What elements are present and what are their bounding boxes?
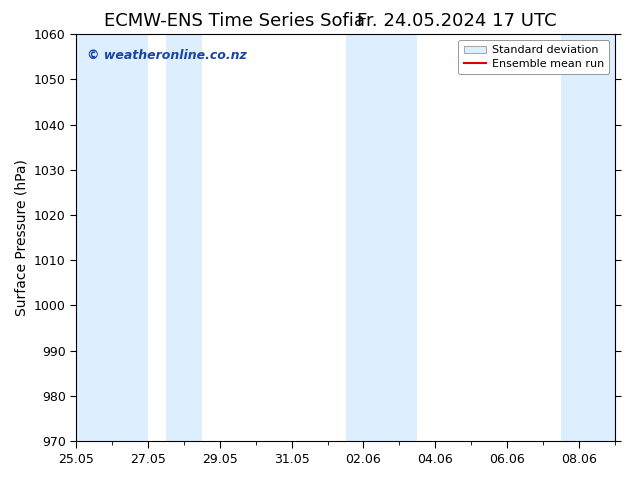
Text: Fr. 24.05.2024 17 UTC: Fr. 24.05.2024 17 UTC xyxy=(357,12,556,30)
Text: © weatheronline.co.nz: © weatheronline.co.nz xyxy=(87,49,247,62)
Legend: Standard deviation, Ensemble mean run: Standard deviation, Ensemble mean run xyxy=(458,40,609,74)
Text: ECMW-ENS Time Series Sofia: ECMW-ENS Time Series Sofia xyxy=(104,12,365,30)
Bar xyxy=(166,34,202,441)
Bar xyxy=(561,34,615,441)
Bar xyxy=(346,34,417,441)
Y-axis label: Surface Pressure (hPa): Surface Pressure (hPa) xyxy=(14,159,29,316)
Bar xyxy=(76,34,148,441)
